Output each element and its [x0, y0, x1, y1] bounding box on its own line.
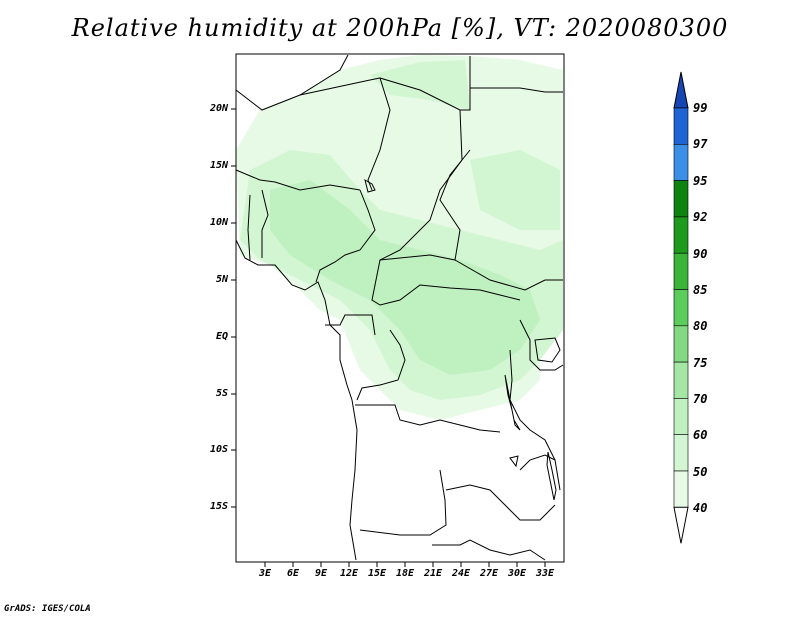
colorbar-bin: [673, 361, 689, 399]
lon-label-9e: 9E: [314, 568, 328, 579]
lat-label-15n: 15N: [209, 160, 228, 171]
colorbar-bin: [673, 180, 689, 218]
colorbar-bin: [673, 434, 689, 472]
colorbar-label-92: 92: [693, 210, 708, 224]
colorbar-bin: [673, 470, 689, 508]
colorbar-label-60: 60: [693, 428, 708, 442]
map-frame: [235, 53, 565, 563]
country-borders: [235, 54, 564, 561]
shading-core: [270, 180, 540, 375]
colorbar-label-85: 85: [693, 283, 708, 297]
humidity-shading: [236, 55, 563, 420]
border-12: [379, 284, 521, 306]
coastline-west: [235, 239, 358, 561]
border-7: [315, 189, 376, 283]
lat-label-15s: 15S: [209, 501, 228, 512]
colorbar-bin: [673, 398, 689, 435]
lake-tanganyika: [504, 374, 521, 431]
colorbar-label-50: 50: [693, 465, 708, 479]
colorbar-label-80: 80: [693, 319, 708, 333]
border-13: [325, 314, 376, 336]
border-21: [519, 454, 561, 491]
colorbar-bin-below-40: [673, 506, 689, 544]
colorbar-label-70: 70: [693, 392, 708, 406]
border-18: [359, 469, 447, 536]
lake-malawi: [546, 451, 557, 501]
colorbar-label-40: 40: [693, 501, 708, 515]
lon-label-12e: 12E: [339, 568, 359, 579]
lake-kivu: [509, 455, 519, 468]
colorbar-label-90: 90: [693, 247, 708, 261]
map-title: Relative humidity at 200hPa [%], VT: 202…: [71, 14, 729, 42]
border-8: [261, 189, 269, 258]
lat-label-10s: 10S: [209, 444, 228, 455]
border-15: [519, 319, 564, 371]
border-9: [247, 194, 251, 261]
lake-victoria: [534, 337, 561, 363]
border-17: [355, 404, 501, 433]
colorbar: [673, 71, 689, 544]
border-4: [470, 87, 563, 93]
colorbar-bin: [673, 252, 689, 290]
lon-label-18e: 18E: [395, 568, 415, 579]
colorbar-bin: [673, 216, 689, 254]
lon-label-21e: 21E: [423, 568, 443, 579]
colorbar-bin: [673, 325, 689, 363]
lon-label-24e: 24E: [451, 568, 471, 579]
lon-label-27e: 27E: [479, 568, 499, 579]
colorbar-bin-above-99: [673, 71, 689, 109]
lon-label-6e: 6E: [286, 568, 300, 579]
colorbar-label-75: 75: [693, 356, 708, 370]
lon-label-30e: 30E: [507, 568, 527, 579]
grads-credit: GrADS: IGES/COLA: [4, 604, 91, 614]
lake-chad: [364, 178, 376, 193]
lon-ticks: [264, 562, 546, 567]
lat-label-20n: 20N: [209, 103, 228, 114]
border-11: [454, 259, 563, 291]
border-16: [509, 349, 556, 461]
border-2: [299, 77, 391, 191]
border-14: [356, 329, 406, 401]
colorbar-bin: [673, 289, 689, 327]
lon-label-3e: 3E: [258, 568, 272, 579]
shading-east-patch: [470, 150, 560, 230]
border-20: [432, 539, 546, 561]
colorbar-label-99: 99: [693, 101, 708, 115]
border-10: [379, 149, 471, 261]
lat-ticks: [231, 108, 236, 508]
colorbar-bin: [673, 144, 689, 181]
lat-label-5s: 5S: [215, 388, 228, 399]
colorbar-bin: [673, 107, 689, 145]
lat-label-10n: 10N: [209, 217, 228, 228]
lat-label-eq: EQ: [215, 331, 228, 342]
border-19: [445, 484, 556, 521]
shading-north-strip: [370, 60, 470, 110]
lon-label-15e: 15E: [367, 568, 387, 579]
colorbar-label-97: 97: [693, 137, 708, 151]
colorbar-label-95: 95: [693, 174, 708, 188]
lat-label-5n: 5N: [215, 274, 228, 285]
border-6: [235, 169, 361, 191]
lon-label-33e: 33E: [535, 568, 555, 579]
